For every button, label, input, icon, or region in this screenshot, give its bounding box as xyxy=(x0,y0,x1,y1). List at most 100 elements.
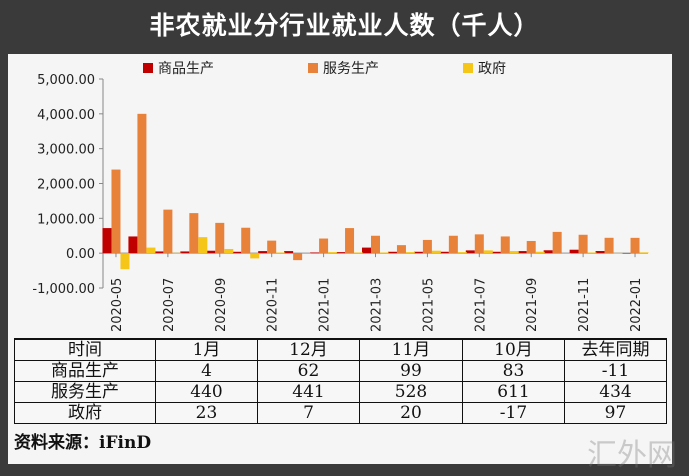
bar xyxy=(258,251,268,254)
table-header-cell: 时间 xyxy=(14,338,156,361)
x-tick-label: 2020-09 xyxy=(214,278,229,332)
bar xyxy=(354,252,364,254)
bar xyxy=(569,249,579,254)
table-cell: -11 xyxy=(564,360,667,382)
x-tick-label: 2021-11 xyxy=(577,278,592,332)
table-cell: 611 xyxy=(462,381,565,403)
bar xyxy=(483,250,493,254)
row-label: 服务生产 xyxy=(14,381,156,403)
table-row: 商品生产 4 62 99 83 -11 xyxy=(14,360,667,382)
x-tick-label: 2021-09 xyxy=(525,278,540,332)
table-header-cell: 10月 xyxy=(462,338,565,361)
bar xyxy=(232,251,242,254)
y-tick-label: 3,000.00 xyxy=(37,143,95,158)
table-cell: 528 xyxy=(359,381,463,403)
bar xyxy=(362,247,371,254)
bar xyxy=(206,250,216,254)
bar xyxy=(128,236,138,254)
x-tick-label: 2020-07 xyxy=(162,278,177,332)
bar xyxy=(526,240,536,254)
table-cell: 434 xyxy=(564,381,667,403)
x-tick-label: 2021-03 xyxy=(370,278,385,332)
bar xyxy=(137,113,147,254)
x-tick-label: 2020-11 xyxy=(266,278,281,332)
bar xyxy=(302,253,312,254)
bar xyxy=(310,252,320,254)
legend-swatch xyxy=(308,63,318,73)
bar xyxy=(509,251,519,254)
bar xyxy=(604,237,614,254)
bar xyxy=(380,252,389,254)
bar xyxy=(215,222,225,254)
legend-label: 服务生产 xyxy=(323,61,379,77)
table-cell: 441 xyxy=(257,381,360,403)
bar xyxy=(595,251,605,254)
bar xyxy=(163,209,173,254)
row-label: 政府 xyxy=(14,402,156,424)
bar xyxy=(578,234,588,254)
chart-title: 非农就业分行业就业人数（千人） xyxy=(149,11,540,40)
table-header-cell: 1月 xyxy=(155,338,258,361)
bar xyxy=(535,251,545,254)
bar xyxy=(413,251,423,254)
y-tick-label: 2,000.00 xyxy=(37,178,95,193)
chart-panel: 5,000.00 4,000.00 3,000.00 2,000.00 1,000.00… xyxy=(8,54,672,464)
y-tick-label: 1,000.00 xyxy=(37,212,95,227)
table-cell: 97 xyxy=(564,402,667,424)
bar xyxy=(120,253,130,270)
bar xyxy=(491,251,501,254)
table-cell: 4 xyxy=(155,360,258,382)
bar xyxy=(457,252,467,254)
table-cell: 99 xyxy=(359,360,463,382)
x-tick-label: 2021-01 xyxy=(318,278,333,332)
table-cell: 23 xyxy=(155,402,258,424)
bar xyxy=(241,227,251,254)
bar xyxy=(396,245,406,254)
x-tick-label: 2022-01 xyxy=(629,278,644,332)
y-tick-label: 4,000.00 xyxy=(37,108,95,123)
bar xyxy=(587,252,597,254)
bar xyxy=(154,251,164,254)
bar xyxy=(111,169,121,254)
table-cell: 62 xyxy=(257,360,360,382)
bar xyxy=(146,247,156,254)
bar xyxy=(267,240,277,254)
table-header-cell: 去年同期 xyxy=(564,338,667,361)
bar xyxy=(224,248,234,254)
bar xyxy=(293,253,303,261)
bar xyxy=(422,239,432,254)
table-header-row: 时间 1月 12月 11月 10月 去年同期 xyxy=(14,338,667,361)
row-label: 商品生产 xyxy=(14,360,156,382)
bar xyxy=(172,252,182,254)
bar xyxy=(102,228,112,254)
table-cell: 83 xyxy=(462,360,565,382)
bar xyxy=(345,228,355,254)
bar xyxy=(180,251,190,254)
bar xyxy=(448,235,458,254)
table-row: 服务生产 440 441 528 611 434 xyxy=(14,381,667,403)
watermark-logo: 汇外网 xyxy=(587,438,677,473)
bar xyxy=(561,253,571,254)
bar xyxy=(328,252,338,254)
table-row: 政府 23 7 20 -17 97 xyxy=(14,402,667,424)
bar xyxy=(552,231,562,254)
bar xyxy=(439,251,449,254)
table-cell: -17 xyxy=(462,402,565,424)
bar-chart: 5,000.00 4,000.00 3,000.00 2,000.00 1,000.00… xyxy=(32,61,649,332)
bar xyxy=(387,251,397,254)
bar xyxy=(474,234,484,254)
bar xyxy=(630,237,640,254)
legend-label: 政府 xyxy=(478,61,506,77)
legend-label: 商品生产 xyxy=(158,61,214,77)
y-tick-label: 5,000.00 xyxy=(37,73,95,88)
y-tick-label: 0.00 xyxy=(66,247,95,262)
table-header-cell: 11月 xyxy=(359,338,463,361)
table-cell: 440 xyxy=(155,381,258,403)
bar xyxy=(276,252,286,254)
table-cell: 20 xyxy=(359,402,463,424)
bar xyxy=(543,250,553,254)
bar xyxy=(189,213,199,254)
bar xyxy=(613,252,623,254)
bar xyxy=(284,251,294,254)
y-tick-label: -1,000.00 xyxy=(32,282,95,297)
